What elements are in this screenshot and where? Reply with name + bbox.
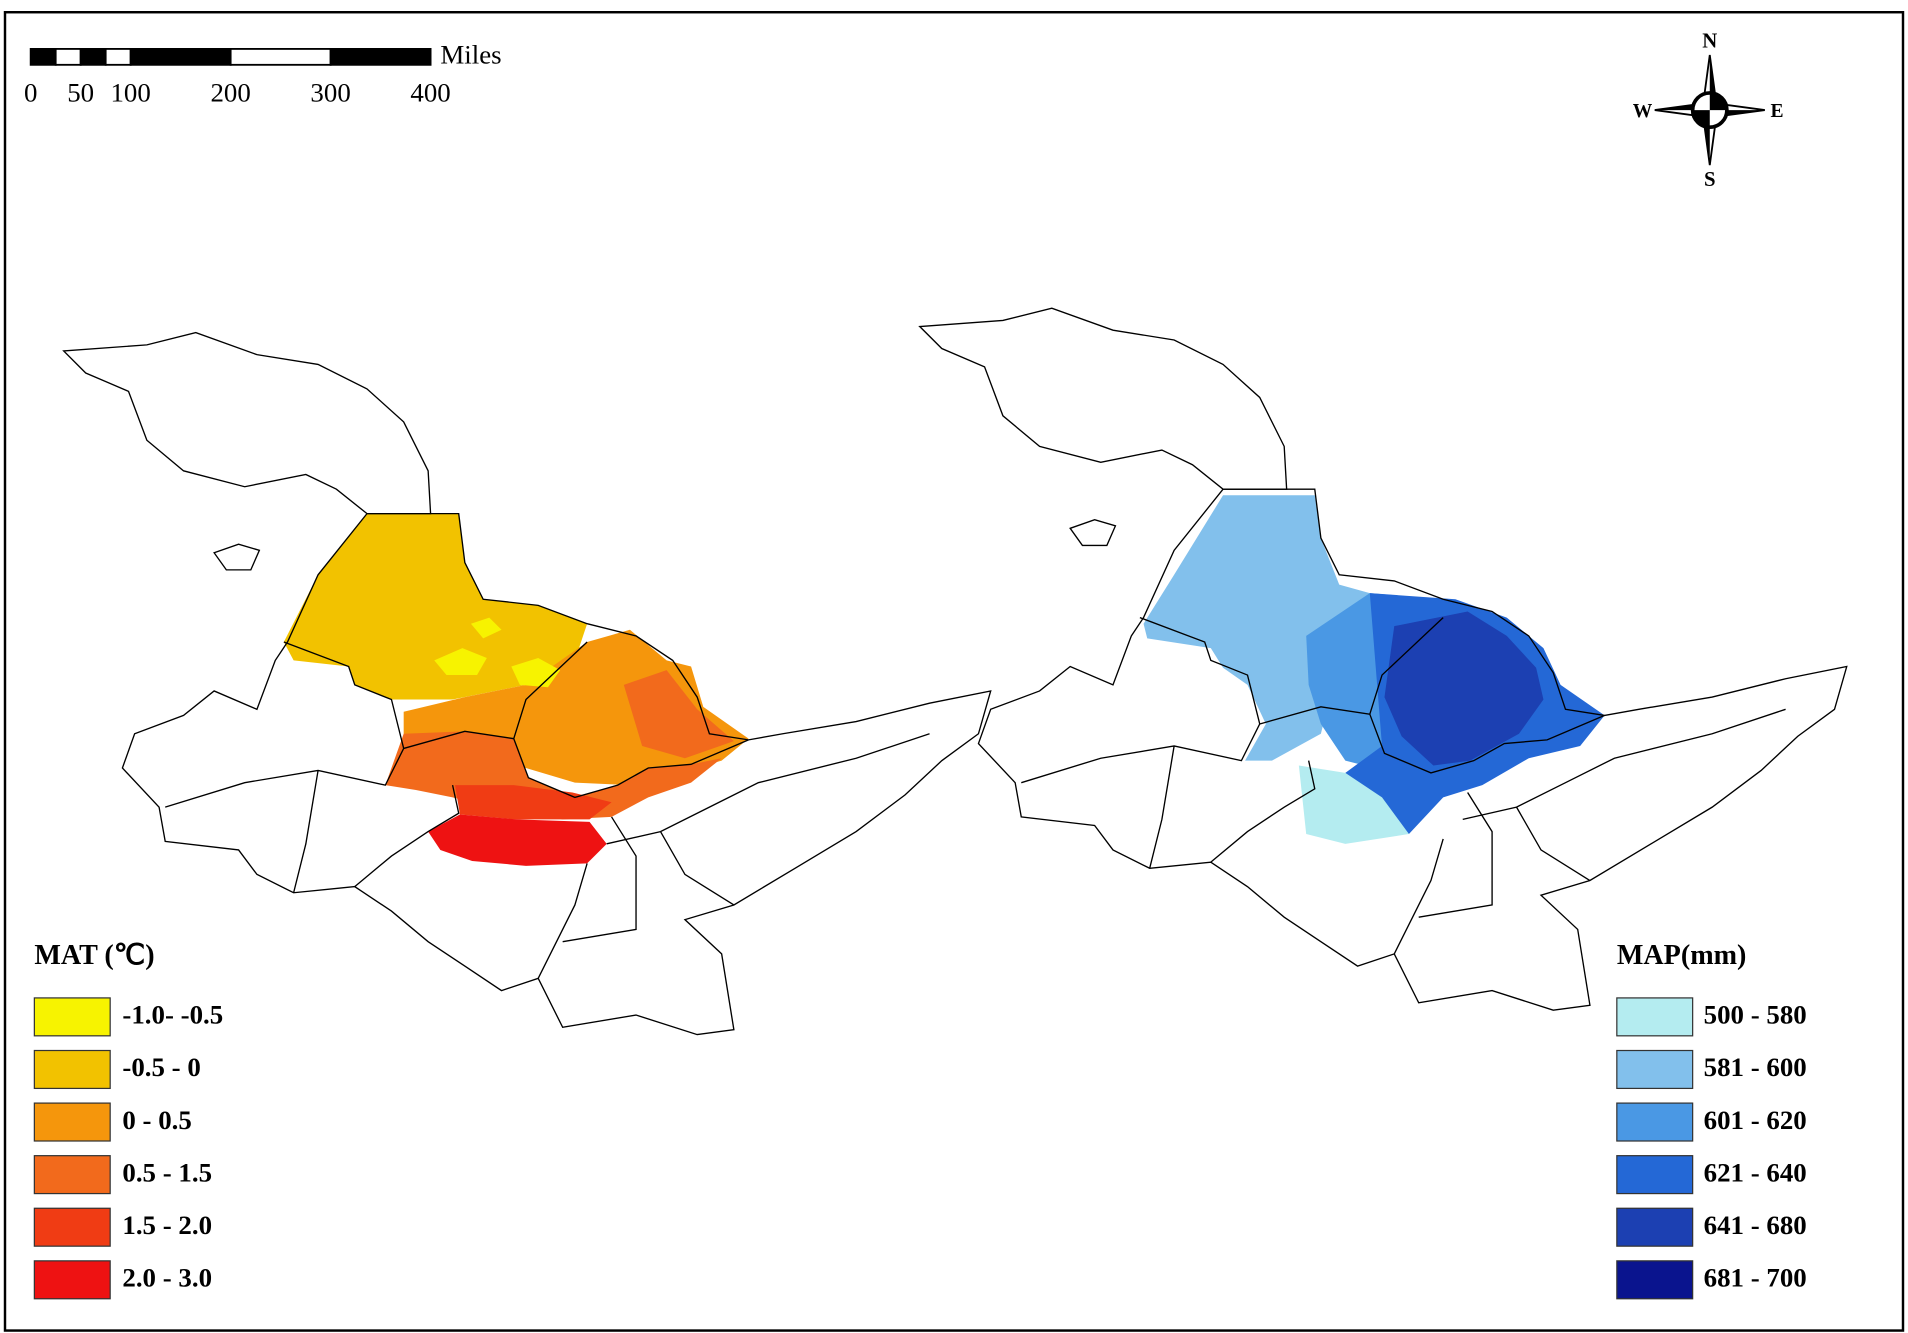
scale-unit: Miles	[440, 40, 501, 70]
compass-w: W	[1633, 101, 1653, 122]
legend-swatch	[33, 1207, 111, 1247]
legend-swatch	[1616, 997, 1694, 1037]
province-outlines	[62, 331, 992, 1036]
legend-label: 641 - 680	[1704, 1210, 1807, 1240]
legend-swatch	[33, 1102, 111, 1142]
scale-bar: 0 50 100 200 300 400 Miles	[24, 40, 502, 108]
legend-swatch	[1616, 1155, 1694, 1195]
scale-segment	[104, 48, 132, 66]
outline	[165, 641, 930, 979]
scale-segment	[29, 48, 57, 66]
legend-label: -1.0- -0.5	[122, 1000, 223, 1030]
mat-patch	[623, 670, 734, 759]
legend-title: MAP(mm)	[1617, 940, 1747, 971]
scale-label: 50	[67, 78, 94, 108]
legend-label: 601 - 620	[1704, 1105, 1807, 1135]
mat-patch	[511, 657, 561, 688]
scale-segment	[229, 48, 332, 66]
scale-label: 400	[410, 78, 450, 108]
map-patch	[1298, 765, 1409, 844]
legend-label: 1.5 - 2.0	[122, 1210, 212, 1240]
scale-label: 200	[210, 78, 250, 108]
legend-label: 681 - 700	[1704, 1263, 1807, 1293]
scale-segment	[329, 48, 432, 66]
mat-patch	[434, 648, 487, 676]
legend-label: 621 - 640	[1704, 1157, 1807, 1187]
mat-patch	[455, 785, 612, 820]
compass-n: N	[1702, 30, 1717, 53]
legend-label: -0.5 - 0	[122, 1052, 200, 1082]
frame	[3, 11, 1905, 1332]
scale-label: 0	[24, 78, 37, 108]
legend-swatch	[33, 1049, 111, 1090]
compass-quarters	[1692, 92, 1727, 128]
mat-patch	[283, 513, 588, 700]
scale-segment	[79, 48, 107, 66]
mat-patch	[470, 617, 502, 639]
legends: MAT (℃) -1.0- -0.5 -0.5 - 0 0 - 0.5 0.5 - 1.…	[33, 940, 1807, 1300]
legend-label: 0.5 - 1.5	[122, 1157, 212, 1187]
scale-label: 100	[110, 78, 150, 108]
outline	[213, 543, 261, 571]
legend-label: 500 - 580	[1704, 1000, 1807, 1030]
legend-swatch	[1616, 1102, 1694, 1142]
legend-label: 2.0 - 3.0	[122, 1263, 212, 1293]
legend-swatch	[1616, 1049, 1694, 1090]
north-arrow: N S W E	[1633, 30, 1784, 191]
scale-segment	[54, 48, 82, 66]
legend-swatch	[33, 1260, 111, 1300]
map-patch	[1384, 611, 1544, 766]
compass-e: E	[1771, 101, 1784, 122]
outline	[121, 512, 992, 1036]
legend-title: MAT (℃)	[34, 940, 154, 971]
legend-swatch	[33, 1155, 111, 1195]
legend-swatch	[33, 997, 111, 1037]
scale-label: 300	[310, 78, 350, 108]
scale-segment	[129, 48, 232, 66]
legend-swatch	[1616, 1260, 1694, 1300]
mat-patch	[428, 814, 607, 866]
legend-swatch	[1616, 1207, 1694, 1247]
legend-label: 581 - 600	[1704, 1052, 1807, 1082]
legend-label: 0 - 0.5	[122, 1105, 191, 1135]
mat-surface	[283, 513, 749, 866]
compass-shade	[1654, 55, 1765, 166]
compass-s: S	[1704, 168, 1716, 191]
